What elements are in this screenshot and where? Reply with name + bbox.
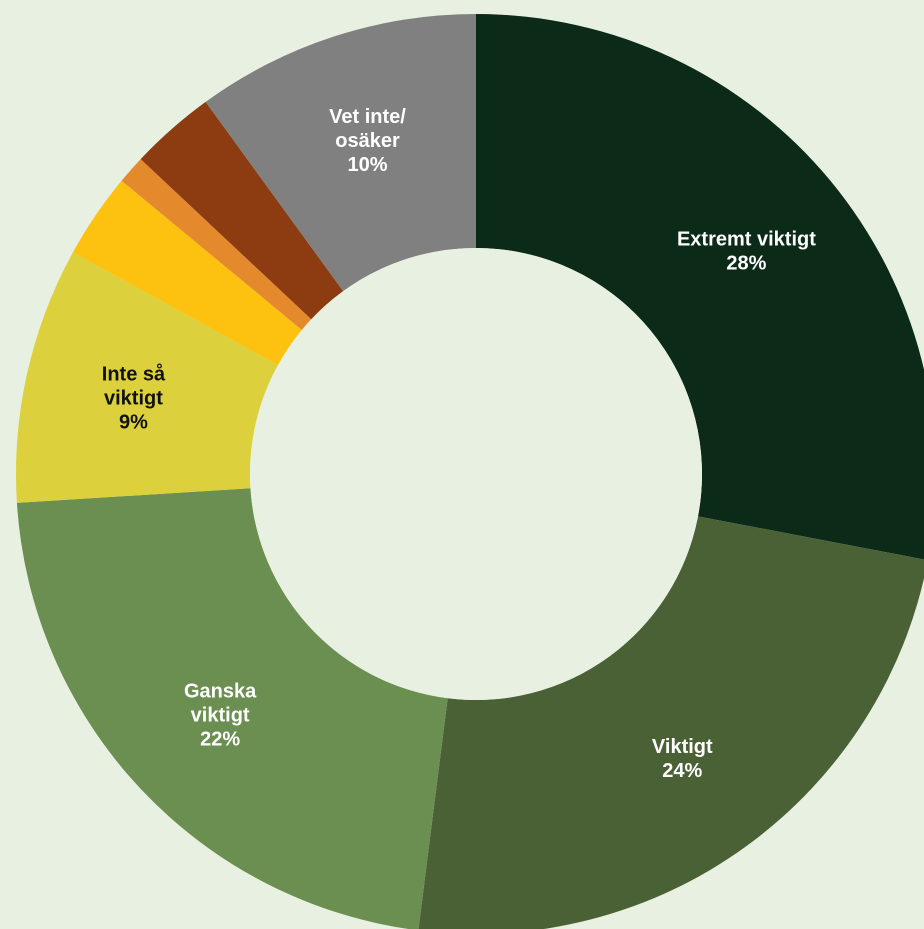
slice-label-line: 9% — [119, 411, 148, 433]
slice-6 — [140, 101, 344, 320]
slice-4 — [72, 180, 302, 366]
slice-label-3: Inte så viktigt 9% — [102, 362, 166, 433]
slice-label-line: Extremt viktigt — [677, 228, 816, 250]
slice-7 — [205, 14, 477, 292]
slice-label-line: Viktigt — [652, 736, 713, 758]
slice-group — [16, 14, 924, 929]
slice-label-line: 22% — [200, 728, 240, 750]
slice-label-line: viktigt — [104, 387, 163, 409]
slice-label-line: 10% — [348, 154, 388, 176]
slice-label-line: viktigt — [191, 704, 250, 726]
slice-5 — [121, 159, 312, 330]
slice-label-7: Vet inte/osäker 10% — [329, 106, 406, 176]
slice-label-2: Ganska viktigt 22% — [184, 680, 257, 750]
slice-2 — [16, 488, 448, 929]
slice-label-line: 28% — [726, 252, 766, 274]
slice-label-line: Ganska — [184, 680, 257, 702]
slice-label-line: 24% — [662, 760, 702, 782]
donut-hole — [250, 248, 702, 700]
slice-0 — [476, 14, 924, 560]
slice-label-line: Inte så — [102, 362, 166, 385]
slice-3 — [16, 252, 278, 503]
slice-label-0: Extremt viktigt 28% — [677, 228, 816, 274]
slice-label-line: Vet inte/ — [329, 106, 406, 128]
slice-1 — [418, 516, 924, 929]
slice-label-line: osäker — [335, 130, 400, 152]
label-group: Extremt viktigt 28%Viktigt 24%Ganska viktig… — [102, 106, 816, 782]
slice-label-1: Viktigt 24% — [652, 736, 713, 782]
